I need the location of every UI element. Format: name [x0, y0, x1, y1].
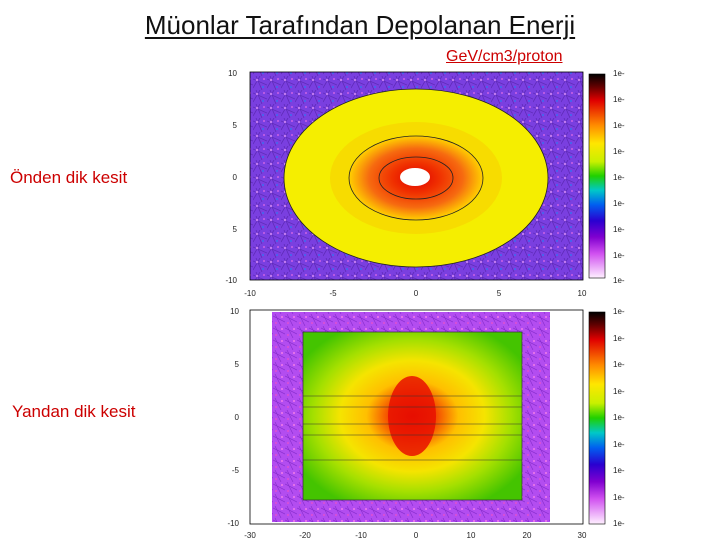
x-tick: 0 [414, 531, 419, 540]
colorbar-tick: 1e-07 [613, 334, 625, 343]
x-tick: 30 [578, 531, 587, 540]
x-tick: 20 [523, 531, 532, 540]
colorbar-tick: 1e-08 [613, 121, 625, 130]
colorbar-tick: 1e-13 [613, 493, 625, 502]
colorbar-tick: 1e-14 [613, 519, 625, 528]
colorbar-tick: 1e-09 [613, 387, 625, 396]
front-inner-ring [378, 156, 454, 200]
front-y-ticks: 10 5 0 5 -10 [225, 69, 237, 285]
front-section-label: Önden dik kesit [10, 168, 128, 187]
colorbar-tick: 1e-14 [613, 276, 625, 285]
colorbar-tick: 1e-10 [613, 413, 625, 422]
x-tick: -20 [299, 531, 311, 540]
colorbar-tick: 1e-10 [613, 173, 625, 182]
y-tick: 5 [233, 121, 238, 130]
x-tick: -30 [244, 531, 256, 540]
x-tick: -10 [355, 531, 367, 540]
unit-label: GeV/cm3/proton [446, 48, 563, 65]
side-section-plot: 10 5 0 -5 -10 -30 -20 -10 0 10 20 30 1e-… [227, 307, 625, 540]
side-colorbar [588, 311, 606, 525]
colorbar-tick: 1e-11 [613, 440, 625, 449]
plots-container: 10 5 0 5 -10 -10 -5 0 5 10 1e-06 1e-07 1… [225, 62, 625, 542]
y-tick: 0 [233, 173, 238, 182]
x-tick: 5 [497, 289, 502, 298]
y-tick: 5 [235, 360, 240, 369]
colorbar-tick: 1e-06 [613, 69, 625, 78]
x-tick: -5 [329, 289, 337, 298]
side-hot-core [388, 376, 436, 456]
colorbar-tick: 1e-07 [613, 95, 625, 104]
side-layer-lines [303, 395, 522, 461]
colorbar-tick: 1e-12 [613, 466, 625, 475]
colorbar-tick: 1e-11 [613, 199, 625, 208]
side-section-label: Yandan dik kesit [12, 402, 136, 421]
colorbar-tick: 1e-08 [613, 360, 625, 369]
y-tick: 5 [233, 225, 238, 234]
colorbar-tick: 1e-12 [613, 225, 625, 234]
colorbar-tick: 1e-09 [613, 147, 625, 156]
front-x-ticks: -10 -5 0 5 10 [244, 289, 587, 298]
y-tick: 0 [235, 413, 240, 422]
front-colorbar [588, 73, 606, 279]
front-section-plot: 10 5 0 5 -10 -10 -5 0 5 10 1e-06 1e-07 1… [225, 69, 625, 298]
side-x-ticks: -30 -20 -10 0 10 20 30 [244, 531, 587, 540]
side-y-ticks: 10 5 0 -5 -10 [227, 307, 239, 528]
y-tick: 10 [230, 307, 239, 316]
x-tick: 10 [578, 289, 587, 298]
front-colorbar-ticks: 1e-06 1e-07 1e-08 1e-09 1e-10 1e-11 1e-1… [613, 69, 625, 285]
y-tick: -10 [227, 519, 239, 528]
colorbar-tick: 1e-06 [613, 307, 625, 316]
slide-title: Müonlar Tarafından Depolanan Enerji [144, 10, 576, 40]
y-tick: 10 [228, 69, 237, 78]
front-beam-hole [400, 168, 430, 186]
x-tick: 0 [414, 289, 419, 298]
side-colorbar-ticks: 1e-06 1e-07 1e-08 1e-09 1e-10 1e-11 1e-1… [613, 307, 625, 528]
colorbar-tick: 1e-13 [613, 251, 625, 260]
y-tick: -10 [225, 276, 237, 285]
x-tick: 10 [467, 531, 476, 540]
x-tick: -10 [244, 289, 256, 298]
y-tick: -5 [232, 466, 240, 475]
